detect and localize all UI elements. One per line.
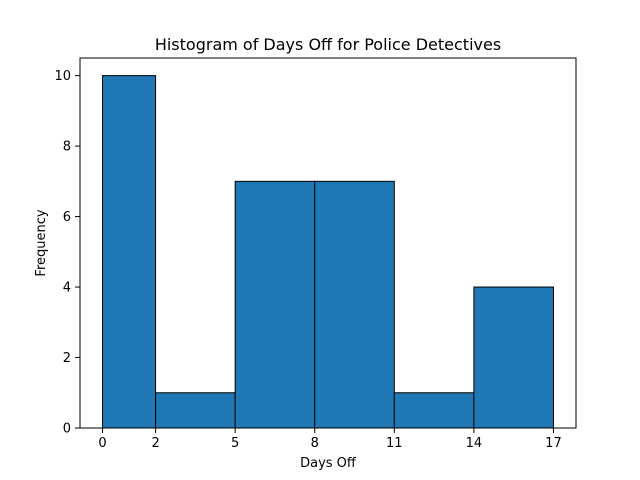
x-tick-label: 17 <box>545 436 562 451</box>
plot-frame <box>79 57 577 429</box>
x-tick-label: 5 <box>231 436 239 451</box>
histogram-bar-5 <box>473 286 554 429</box>
histogram-bar-3 <box>314 180 395 429</box>
histogram-bar-2 <box>234 180 316 429</box>
x-axis-ticks: 0 2 5 8 11 14 17 <box>98 428 562 451</box>
x-tick-label: 11 <box>386 436 403 451</box>
x-tick-label: 8 <box>311 436 319 451</box>
x-axis-label: Days Off <box>300 456 357 471</box>
bars-group <box>102 75 554 429</box>
chart-title: Histogram of Days Off for Police Detecti… <box>155 35 501 54</box>
y-tick-label: 4 <box>63 281 71 296</box>
histogram-bar-1 <box>155 392 236 429</box>
x-tick-label: 14 <box>466 436 483 451</box>
x-tick-label: 0 <box>98 436 106 451</box>
y-tick-label: 8 <box>63 140 71 155</box>
histogram-bar-4 <box>393 392 475 429</box>
y-tick-label: 10 <box>54 69 71 84</box>
y-tick-label: 0 <box>63 422 71 437</box>
y-tick-label: 6 <box>63 210 71 225</box>
y-tick-label: 2 <box>63 351 71 366</box>
y-axis-label: Frequency <box>34 209 49 276</box>
x-tick-label: 2 <box>151 436 159 451</box>
y-axis-ticks: 0 2 4 6 8 10 <box>54 69 80 437</box>
histogram-bar-0 <box>102 75 157 429</box>
